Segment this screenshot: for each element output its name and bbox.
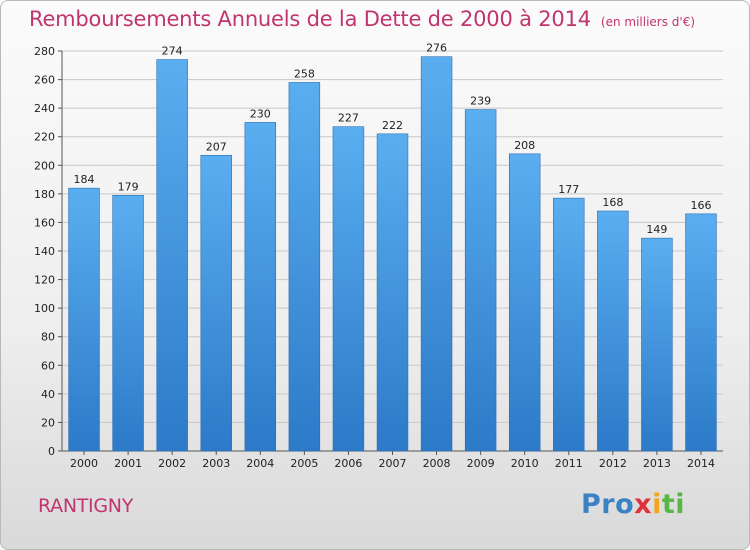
x-tick-label: 2002 xyxy=(158,457,186,470)
data-label: 177 xyxy=(558,183,579,196)
bar xyxy=(68,187,100,452)
y-tick-label: 40 xyxy=(41,388,55,401)
proxiti-logo: Proxiti xyxy=(581,489,685,520)
logo-part-3: i xyxy=(652,489,662,520)
x-tick-label: 2009 xyxy=(467,457,495,470)
bar xyxy=(156,59,188,452)
y-tick-label: 200 xyxy=(34,159,55,172)
data-label: 168 xyxy=(602,196,623,209)
bar xyxy=(244,122,277,452)
x-tick-label: 2014 xyxy=(687,457,715,470)
logo-part-1: Pro xyxy=(581,489,635,520)
x-tick-label: 2013 xyxy=(643,457,671,470)
data-label: 227 xyxy=(338,112,359,125)
y-tick-label: 100 xyxy=(34,302,55,315)
y-tick-label: 140 xyxy=(34,245,55,258)
x-tick-label: 2005 xyxy=(290,457,318,470)
y-tick-label: 80 xyxy=(41,331,55,344)
x-tick-label: 2003 xyxy=(202,457,230,470)
bar xyxy=(508,153,541,452)
bar xyxy=(376,133,409,452)
y-tick-label: 20 xyxy=(41,416,55,429)
y-tick-label: 260 xyxy=(34,74,55,87)
x-tick-label: 2001 xyxy=(114,457,142,470)
y-tick-label: 240 xyxy=(34,102,55,115)
data-label: 207 xyxy=(206,140,227,153)
data-label: 258 xyxy=(294,67,315,80)
y-tick-label: 160 xyxy=(34,216,55,229)
bar xyxy=(641,237,673,452)
y-tick-label: 180 xyxy=(34,188,55,201)
x-tick-label: 2012 xyxy=(599,457,627,470)
x-tick-label: 2010 xyxy=(511,457,539,470)
bar xyxy=(288,82,321,452)
data-label: 239 xyxy=(470,95,491,108)
logo-part-4: ti xyxy=(661,489,686,520)
data-label: 276 xyxy=(426,42,447,55)
bar xyxy=(597,210,629,452)
title-main: Remboursements Annuels de la Dette de 20… xyxy=(29,7,591,31)
y-tick-label: 120 xyxy=(34,274,55,287)
x-tick-label: 2008 xyxy=(423,457,451,470)
bar xyxy=(332,126,365,452)
data-label: 208 xyxy=(514,139,535,152)
x-tick-label: 2004 xyxy=(246,457,274,470)
logo-part-2: x xyxy=(634,489,653,520)
y-tick-label: 280 xyxy=(34,45,55,58)
data-label: 274 xyxy=(162,45,183,58)
x-tick-label: 2000 xyxy=(70,457,98,470)
commune-name: RANTIGNY xyxy=(38,495,133,517)
data-label: 230 xyxy=(250,107,271,120)
y-tick-label: 0 xyxy=(48,445,55,458)
bar xyxy=(685,213,717,452)
bar xyxy=(112,194,144,452)
data-label: 179 xyxy=(118,180,139,193)
bar xyxy=(420,56,453,452)
x-tick-label: 2006 xyxy=(334,457,362,470)
title-unit: (en milliers d'€) xyxy=(600,15,696,29)
data-label: 166 xyxy=(690,199,711,212)
chart-title: Remboursements Annuels de la Dette de 20… xyxy=(29,7,695,31)
bar xyxy=(553,197,585,452)
x-tick-label: 2011 xyxy=(555,457,583,470)
data-label: 149 xyxy=(646,223,667,236)
y-tick-label: 220 xyxy=(34,131,55,144)
bar xyxy=(200,154,232,452)
data-label: 222 xyxy=(382,119,403,132)
data-label: 184 xyxy=(74,173,95,186)
x-tick-label: 2007 xyxy=(379,457,407,470)
bar xyxy=(464,109,497,452)
y-tick-label: 60 xyxy=(41,359,55,372)
